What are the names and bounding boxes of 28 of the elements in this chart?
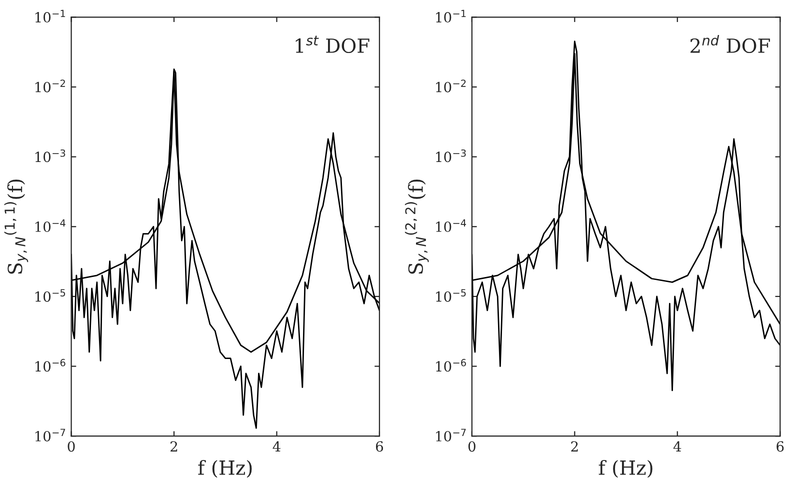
y-tick-label: 10$^{−2}$ bbox=[436, 80, 466, 92]
x-tick-label: 0 bbox=[68, 441, 75, 452]
x-tick-label: 4 bbox=[673, 441, 682, 452]
x-tick-label: 0 bbox=[468, 441, 476, 452]
y-tick-label: 10$^{−5}$ bbox=[35, 289, 66, 302]
y-tick-label: 10$^{−3}$ bbox=[436, 149, 466, 162]
y-axis-title: S$_{y,N}$$^{(1,1)}$(f) bbox=[4, 180, 28, 274]
x-axis-title: f (Hz) bbox=[198, 460, 252, 478]
y-tick-label: 10$^{−5}$ bbox=[436, 289, 466, 302]
x-tick-label: 2 bbox=[170, 441, 178, 452]
y-tick-label: 10$^{−2}$ bbox=[35, 80, 65, 92]
y-tick-label: 10$^{−7}$ bbox=[35, 428, 66, 442]
x-tick-label: 2 bbox=[571, 441, 578, 452]
annotation: 1$^{st}$ DOF bbox=[296, 36, 370, 54]
y-tick-label: 10$^{−4}$ bbox=[436, 219, 466, 232]
y-tick-label: 10$^{−4}$ bbox=[35, 219, 66, 232]
x-axis-title: f (Hz) bbox=[598, 460, 652, 478]
y-tick-label: 10$^{−7}$ bbox=[436, 428, 466, 442]
y-tick-label: 10$^{−6}$ bbox=[35, 358, 66, 372]
y-tick-label: 10$^{−3}$ bbox=[35, 149, 66, 162]
x-tick-label: 6 bbox=[376, 441, 384, 452]
y-tick-label: 10$^{−1}$ bbox=[35, 10, 66, 23]
y-tick-label: 10$^{−6}$ bbox=[436, 358, 466, 372]
x-tick-label: 6 bbox=[776, 441, 784, 452]
annotation: 2$^{nd}$ DOF bbox=[690, 34, 770, 54]
x-tick-label: 4 bbox=[272, 441, 280, 452]
y-axis-title: S$_{y,N}$$^{(2,2)}$(f) bbox=[404, 180, 429, 274]
y-tick-label: 10$^{−1}$ bbox=[436, 10, 466, 23]
